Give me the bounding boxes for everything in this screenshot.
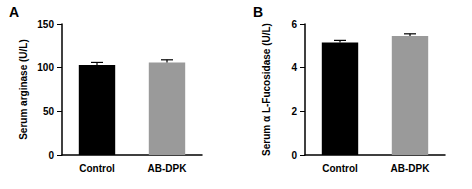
svg-text:6: 6 [291, 19, 297, 30]
svg-text:2: 2 [291, 106, 297, 117]
svg-text:B: B [253, 4, 263, 20]
svg-text:0: 0 [48, 150, 54, 161]
svg-text:150: 150 [37, 19, 54, 30]
svg-text:Serum α L-Fucosidase (U/L): Serum α L-Fucosidase (U/L) [261, 23, 272, 156]
svg-text:0: 0 [291, 150, 297, 161]
svg-text:Serum arginase (U/L): Serum arginase (U/L) [18, 39, 29, 140]
svg-text:AB-DPK: AB-DPK [148, 163, 188, 174]
svg-text:A: A [9, 4, 19, 20]
svg-text:Control: Control [79, 163, 115, 174]
svg-text:50: 50 [43, 106, 55, 117]
svg-text:4: 4 [291, 62, 297, 73]
svg-text:Control: Control [322, 163, 358, 174]
svg-text:AB-DPK: AB-DPK [391, 163, 431, 174]
svg-text:100: 100 [37, 62, 54, 73]
